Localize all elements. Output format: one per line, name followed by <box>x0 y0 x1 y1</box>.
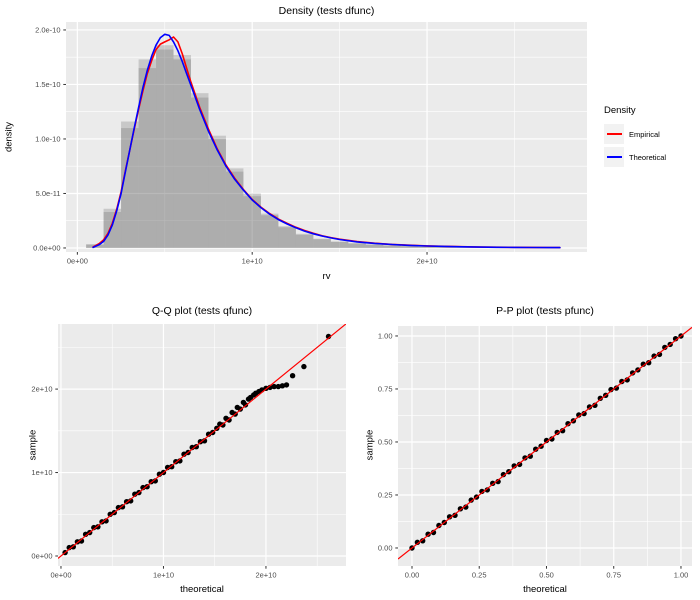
qq-x-tick-label: 2e+10 <box>255 571 276 580</box>
pp-x-tick-label: 0.50 <box>539 571 554 580</box>
legend-key-empirical <box>604 124 624 144</box>
theoretical-line-icon <box>606 155 622 159</box>
pp-plot-area: 0.00 0.25 0.50 0.75 1.00 0.00 0.25 0.50 0.75 1.00 <box>378 326 692 580</box>
qq-panel-background <box>58 324 346 566</box>
density-plot-title: Density (tests dfunc) <box>278 5 375 17</box>
density-x-tick-label: 0e+00 <box>67 257 88 266</box>
density-x-tick-label: 1e+10 <box>242 257 263 266</box>
pp-y-tick-label: 0.25 <box>378 491 393 500</box>
pp-y-axis-label: sample <box>364 429 376 461</box>
density-content <box>86 33 561 249</box>
pp-y-tick-label: 0.50 <box>378 438 393 447</box>
qq-plot-title: Q-Q plot (tests qfunc) <box>151 305 253 317</box>
density-histogram-layer_b <box>86 49 541 248</box>
legend-label-empirical: Empirical <box>629 129 660 139</box>
qq-y-tick-label: 1e+10 <box>31 468 52 477</box>
qq-axes: 0e+00 1e+10 2e+10 0e+00 1e+10 2e+10 <box>31 385 276 580</box>
density-x-axis-label: rv <box>322 271 331 282</box>
pp-plot-title: P-P plot (tests pfunc) <box>496 305 594 317</box>
legend-title: Density <box>604 105 636 116</box>
pp-y-tick-label: 0.00 <box>378 544 393 553</box>
density-y-tick-label: 5.0e-11 <box>36 189 61 198</box>
density-theoretical-curve <box>92 33 561 249</box>
density-y-tick-label: 2.0e-10 <box>35 26 60 35</box>
pp-y-tick-label: 0.75 <box>378 385 393 394</box>
pp-x-tick-label: 1.00 <box>674 571 689 580</box>
legend-label-theoretical: Theoretical <box>629 152 667 162</box>
qq-plot-area: 0e+00 1e+10 2e+10 0e+00 1e+10 2e+10 <box>31 324 346 580</box>
legend-entry-theoretical: Theoretical <box>604 147 666 167</box>
pp-x-axis-label: theoretical <box>523 584 567 595</box>
pp-x-tick-label: 0.25 <box>472 571 487 580</box>
legend: Density Empirical Theoretical <box>604 105 666 170</box>
density-histogram-layer_a <box>86 45 541 248</box>
qq-gridlines <box>58 324 346 566</box>
qq-reference-line <box>58 324 346 559</box>
pp-x-tick-label: 0.00 <box>405 571 420 580</box>
qq-content <box>58 324 346 559</box>
qq-y-tick-label: 0e+00 <box>31 552 52 561</box>
density-y-tick-label: 1.5e-10 <box>35 80 60 89</box>
density-x-tick-label: 2e+10 <box>416 257 437 266</box>
qq-x-tick-label: 1e+10 <box>153 571 174 580</box>
legend-entry-empirical: Empirical <box>604 124 666 144</box>
density-y-tick-label: 0.0e+00 <box>33 244 60 253</box>
qq-x-tick-label: 0e+00 <box>50 571 71 580</box>
qq-x-axis-label: theoretical <box>180 584 224 595</box>
density-axes: 0e+00 1e+10 2e+10 0.0e+00 5.0e-11 1.0e-10 1.5e… <box>33 26 437 266</box>
legend-key-theoretical <box>604 147 624 167</box>
density-y-tick-label: 1.0e-10 <box>35 135 60 144</box>
pp-content <box>398 326 692 560</box>
density-plot-area: 0e+00 1e+10 2e+10 0.0e+00 5.0e-11 1.0e-10 1.5e… <box>33 22 587 266</box>
empirical-line-icon <box>606 132 622 136</box>
pp-y-tick-label: 1.00 <box>378 332 393 341</box>
pp-reference-line <box>398 326 692 560</box>
pp-axes: 0.00 0.25 0.50 0.75 1.00 0.00 0.25 0.50 0.75 1.00 <box>378 332 688 580</box>
qq-y-tick-label: 2e+10 <box>31 385 52 394</box>
qq-y-axis-label: sample <box>27 429 39 461</box>
density-panel-background <box>66 22 587 252</box>
density-y-axis-label: density <box>3 121 15 153</box>
pp-x-tick-label: 0.75 <box>606 571 621 580</box>
